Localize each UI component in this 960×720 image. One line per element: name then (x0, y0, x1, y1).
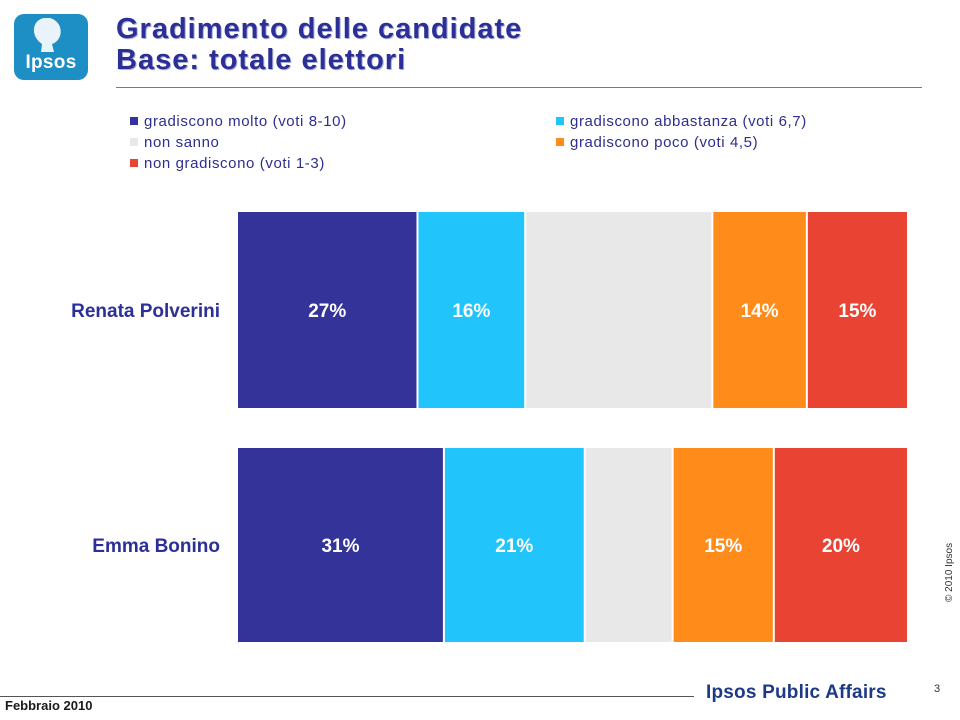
bar-segment (774, 448, 907, 642)
data-label: 21% (495, 536, 533, 557)
legend-swatch (130, 159, 138, 167)
legend-item: gradiscono poco (voti 4,5) (556, 134, 758, 152)
ipsos-logo-icon (33, 18, 61, 52)
legend-item: non gradiscono (voti 1-3) (130, 155, 325, 173)
legend-label: gradiscono poco (voti 4,5) (570, 134, 759, 151)
ipsos-logo: Ipsos (14, 14, 88, 80)
category-label: Emma Bonino (92, 536, 220, 557)
bar-segment (418, 212, 525, 408)
legend-swatch (130, 117, 138, 125)
bar-segment (807, 212, 907, 408)
footer-date: Febbraio 2010 (5, 698, 93, 713)
page-number: 3 (934, 683, 941, 695)
data-label: 31% (321, 536, 359, 557)
legend-label: non gradiscono (voti 1-3) (144, 155, 325, 172)
data-label: 15% (838, 301, 876, 322)
legend-label: gradiscono abbastanza (voti 6,7) (570, 113, 807, 130)
data-label: 20% (822, 536, 860, 557)
bar-segment (713, 212, 806, 408)
legend-swatch (130, 138, 138, 146)
title-line-1: Gradimento delle candidate (116, 13, 523, 45)
footer-divider (0, 696, 694, 697)
logo-text: Ipsos (25, 52, 77, 73)
legend-swatch (556, 117, 564, 125)
legend-label: gradiscono molto (voti 8-10) (144, 113, 347, 130)
legend-item: gradiscono molto (voti 8-10) (130, 113, 347, 131)
footer-brand: Ipsos Public Affairs (706, 682, 887, 703)
bar-segment (444, 448, 584, 642)
chart-legend: gradiscono molto (voti 8-10) gradiscono … (130, 113, 910, 173)
category-label: Renata Polverini (71, 301, 220, 322)
legend-label: non sanno (144, 134, 220, 151)
bar-segment (238, 448, 443, 642)
data-label: 15% (704, 536, 742, 557)
legend-item: gradiscono abbastanza (voti 6,7) (556, 113, 807, 131)
data-label: 14% (741, 301, 779, 322)
bar-segment (238, 212, 417, 408)
data-label: 27% (308, 301, 346, 322)
title-line-2: Base: totale elettori (116, 44, 407, 76)
page-title: Gradimento delle candidate Base: totale … (116, 14, 522, 76)
legend-swatch (556, 138, 564, 146)
bar-segment (585, 448, 672, 642)
copyright-text: © 2010 Ipsos (944, 542, 955, 602)
legend-item: non sanno (130, 134, 219, 152)
data-label: 16% (452, 301, 490, 322)
title-divider (116, 87, 922, 88)
bar-segment (673, 448, 773, 642)
bar-segment (526, 212, 712, 408)
